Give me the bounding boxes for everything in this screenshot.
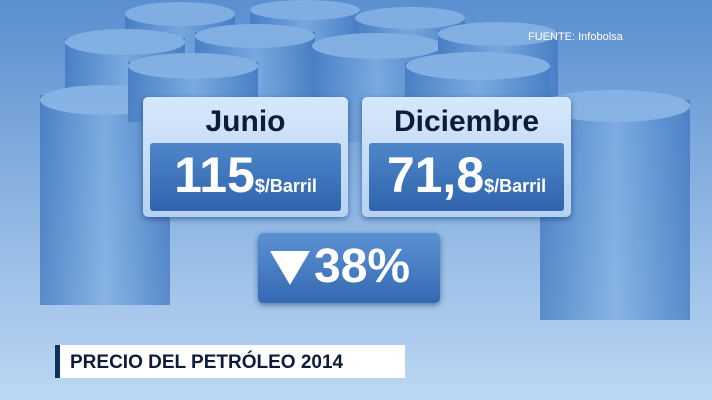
card-unit: $/Barril xyxy=(484,176,547,196)
card-value-box: 115$/Barril xyxy=(150,143,341,211)
change-box: 38% xyxy=(258,233,440,303)
card-label: Junio xyxy=(205,105,286,138)
card-unit: $/Barril xyxy=(254,176,317,196)
card-value: 71,8 xyxy=(386,147,485,203)
card: Junio 115$/Barril xyxy=(143,97,348,217)
change-value: 38% xyxy=(314,240,411,293)
caption: PRECIO DEL PETRÓLEO 2014 xyxy=(70,352,344,373)
down-arrow xyxy=(270,251,310,285)
card-label: Diciembre xyxy=(393,105,540,138)
source: FUENTE: Infobolsa xyxy=(528,31,623,43)
card-value-box: 71,8$/Barril xyxy=(369,143,564,211)
card: Diciembre 71,8$/Barril xyxy=(362,97,571,217)
card-value: 115 xyxy=(174,147,255,203)
caption-bar: PRECIO DEL PETRÓLEO 2014 xyxy=(55,345,405,378)
